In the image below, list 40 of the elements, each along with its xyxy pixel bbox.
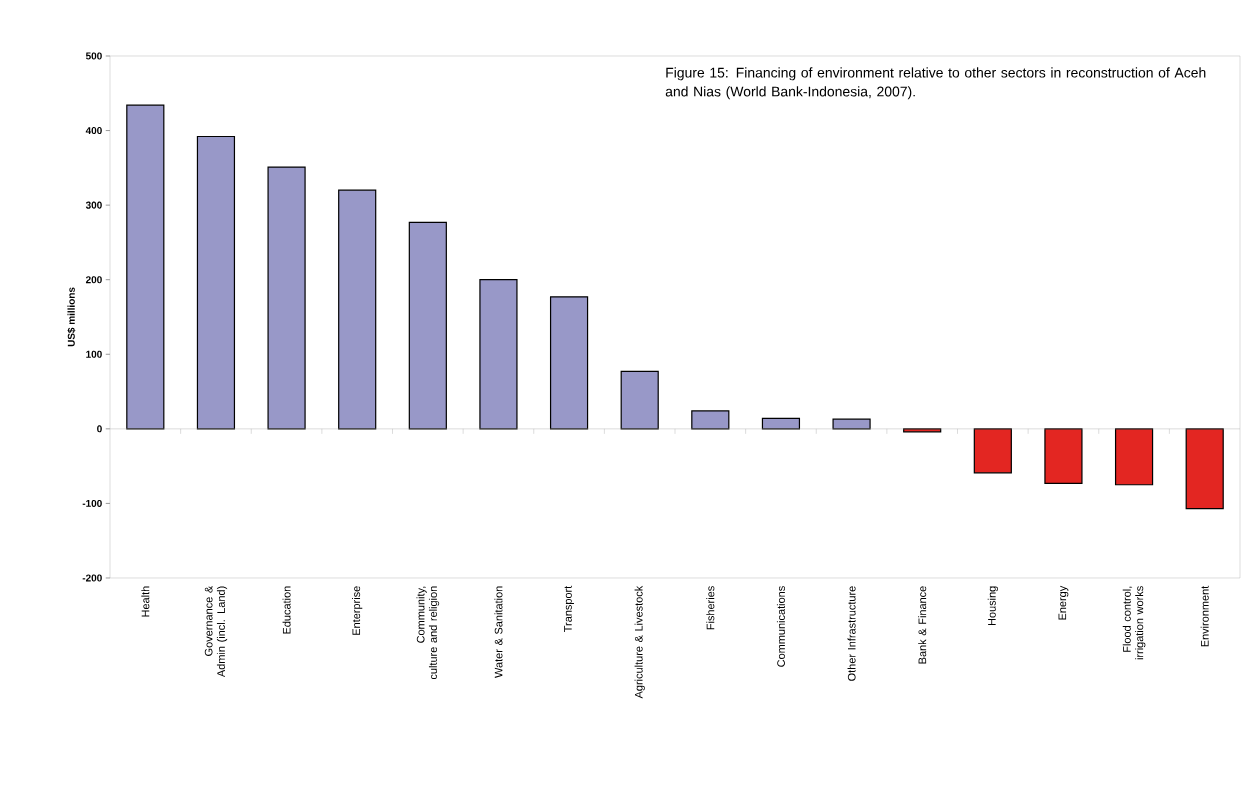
x-tick-label: Communications xyxy=(776,586,785,667)
bar xyxy=(338,189,377,430)
bar xyxy=(1114,428,1154,486)
y-tick-label: 100 xyxy=(86,350,102,358)
bar xyxy=(691,410,730,430)
bar xyxy=(620,370,659,430)
bar xyxy=(973,428,1012,474)
bar xyxy=(196,135,236,430)
y-tick-label: -100 xyxy=(82,499,102,507)
y-tick-label: -200 xyxy=(82,574,102,582)
bar xyxy=(549,296,589,430)
x-tick-label: Bank & Finance xyxy=(918,586,927,664)
x-tick-label: Transport xyxy=(564,585,574,632)
y-axis-title: US$ millions xyxy=(67,287,76,347)
y-tick-label: 400 xyxy=(85,127,102,135)
x-tick-label: Enterprise xyxy=(352,586,363,635)
x-tick-label: Community, culture and religion xyxy=(416,586,440,680)
x-tick-label: Energy xyxy=(1058,585,1069,620)
x-tick-label: Education xyxy=(282,586,291,634)
bar xyxy=(1044,428,1083,484)
x-tick-label: Housing xyxy=(987,586,998,626)
x-tick-label: Fisheries xyxy=(706,586,715,630)
y-tick-label: 500 xyxy=(85,52,102,60)
x-tick-label: Health xyxy=(141,586,150,617)
bar xyxy=(1185,428,1224,510)
x-tick-label: Flood control, irrigation works xyxy=(1122,586,1146,660)
bar xyxy=(832,418,871,430)
x-tick-label: Environment xyxy=(1200,585,1209,647)
y-tick-label: 300 xyxy=(85,201,102,209)
annotation: Figure 15: Financing of environment relative to other sectors in reconstruction of Aceh and Nias (World Bank-Indonesia, 2007). xyxy=(665,67,1206,100)
bar xyxy=(126,104,165,430)
bar xyxy=(479,279,518,430)
x-tick-label: Agriculture & Livestock xyxy=(634,585,645,699)
x-tick-label: Other Infrastructure xyxy=(847,586,856,681)
bar xyxy=(408,221,447,430)
bar xyxy=(267,166,306,430)
y-tick-label: 0 xyxy=(97,425,102,433)
x-tick-label: Water & Sanitation xyxy=(494,586,503,678)
x-tick-label: Governance & Admin (incl. Land) xyxy=(204,585,228,678)
y-tick-label: 200 xyxy=(85,276,102,284)
